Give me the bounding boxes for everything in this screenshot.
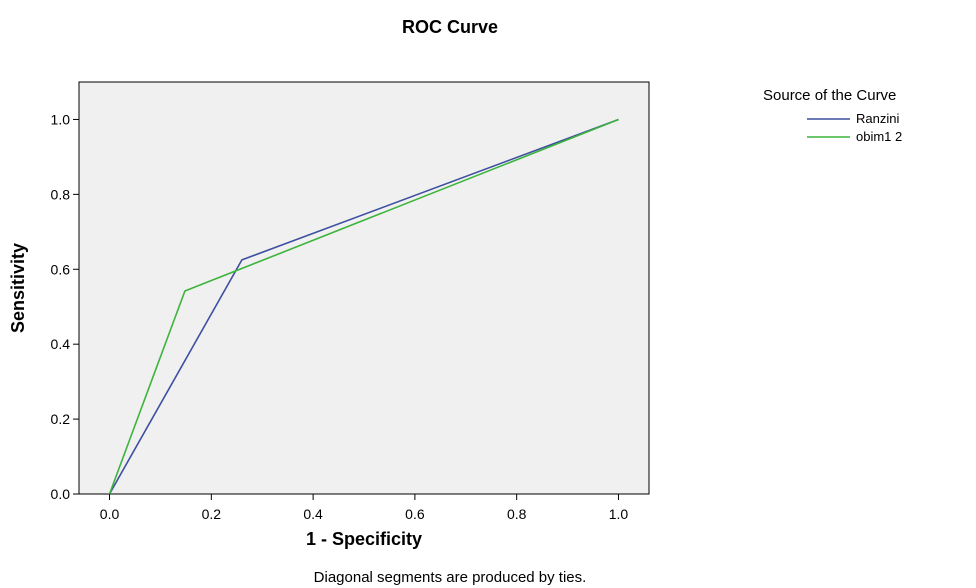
x-tick-label: 1.0: [609, 506, 629, 522]
x-axis-ticks: 0.0 0.2 0.4 0.6 0.8 1.0: [100, 494, 629, 522]
legend-title: Source of the Curve: [763, 87, 896, 104]
legend: Source of the Curve Ranzini obim1 2: [763, 87, 902, 144]
footnote: Diagonal segments are produced by ties.: [314, 569, 587, 586]
plot-area: [78, 81, 650, 495]
y-tick-label: 0.4: [51, 336, 71, 352]
y-axis-title: Sensitivity: [8, 243, 28, 333]
legend-items: Ranzini obim1 2: [807, 111, 902, 144]
x-tick-label: 0.4: [303, 506, 323, 522]
y-tick-label: 1.0: [51, 111, 71, 127]
series-line-ranzini: [108, 118, 619, 495]
legend-label: obim1 2: [856, 129, 902, 144]
x-axis-title: 1 - Specificity: [306, 529, 422, 549]
y-tick-label: 0.6: [51, 261, 71, 277]
x-tick-label: 0.6: [405, 506, 425, 522]
chart-title: ROC Curve: [402, 17, 498, 37]
y-tick-label: 0.8: [51, 186, 71, 202]
series-lines: [108, 118, 619, 495]
x-tick-label: 0.8: [507, 506, 527, 522]
y-tick-label: 0.2: [51, 411, 71, 427]
y-axis-ticks: 0.0 0.2 0.4 0.6 0.8 1.0: [51, 111, 79, 502]
legend-label: Ranzini: [856, 111, 899, 126]
y-tick-label: 0.0: [51, 486, 71, 502]
series-line-obim1-2: [108, 118, 619, 495]
x-tick-label: 0.0: [100, 506, 120, 522]
x-tick-label: 0.2: [202, 506, 222, 522]
